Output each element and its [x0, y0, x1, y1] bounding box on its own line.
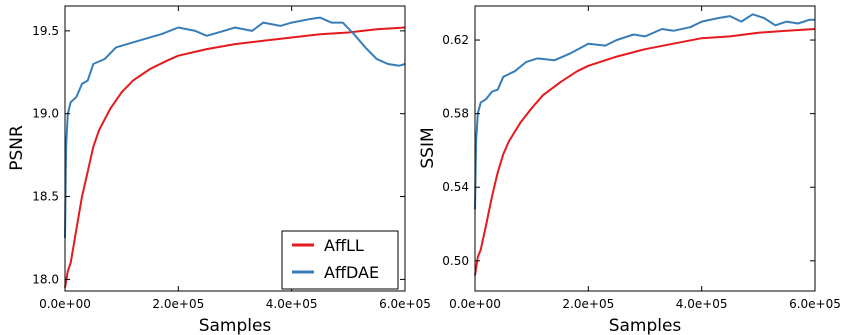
- legend-label-affll: AffLL: [324, 236, 364, 255]
- ssim-x-tick-label: 6.0e+05: [789, 297, 841, 311]
- psnr-series-line-affdae: [64, 16, 406, 239]
- ssim-x-axis-label: Samples: [609, 316, 682, 335]
- legend: AffLL AffDAE: [281, 230, 399, 290]
- psnr-series-group: [64, 16, 406, 288]
- ssim-y-axis-label: SSIM: [418, 127, 438, 168]
- ssim-chart: 0.0e+00 2.0e+05 4.0e+05 6.0e+05 0.50 0.54 0.58…: [418, 5, 841, 335]
- ssim-series-group: [474, 13, 816, 276]
- psnr-x-axis-label: Samples: [199, 316, 272, 335]
- ssim-y-tick-label: 0.62: [442, 33, 469, 47]
- psnr-x-tick-label: 4.0e+05: [266, 297, 318, 311]
- psnr-plot-frame: [64, 5, 406, 292]
- ssim-y-tick-label: 0.50: [442, 254, 469, 268]
- psnr-series-line-affll: [64, 26, 406, 288]
- ssim-y-tick-label: 0.54: [442, 180, 469, 194]
- ssim-x-tick-label: 2.0e+05: [562, 297, 614, 311]
- psnr-x-tick-label: 0.0e+00: [39, 297, 91, 311]
- legend-label-affdae: AffDAE: [324, 263, 379, 282]
- psnr-y-tick-label: 19.5: [32, 24, 59, 38]
- psnr-x-tick-label: 6.0e+05: [379, 297, 431, 311]
- psnr-y-tick-label: 19.0: [32, 107, 59, 121]
- ssim-ticks: 0.0e+00 2.0e+05 4.0e+05 6.0e+05 0.50 0.54 0.58…: [442, 6, 841, 311]
- psnr-y-tick-label: 18.0: [32, 272, 59, 286]
- ssim-series-line-affdae: [474, 13, 815, 210]
- psnr-chart: 0.0e+00 2.0e+05 4.0e+05 6.0e+05 18.0 18.5 19.0…: [7, 5, 431, 335]
- psnr-x-tick-label: 2.0e+05: [152, 297, 204, 311]
- psnr-y-tick-label: 18.5: [32, 190, 59, 204]
- ssim-y-tick-label: 0.58: [442, 107, 469, 121]
- psnr-y-axis-label: PSNR: [7, 125, 27, 171]
- ssim-x-tick-label: 0.0e+00: [449, 297, 501, 311]
- ssim-x-tick-label: 4.0e+05: [676, 297, 728, 311]
- legend-box: [281, 230, 399, 290]
- ssim-series-line-affll: [474, 28, 816, 276]
- ssim-plot-frame: [474, 5, 816, 292]
- psnr-ticks: 0.0e+00 2.0e+05 4.0e+05 6.0e+05 18.0 18.5 19.0…: [32, 6, 431, 311]
